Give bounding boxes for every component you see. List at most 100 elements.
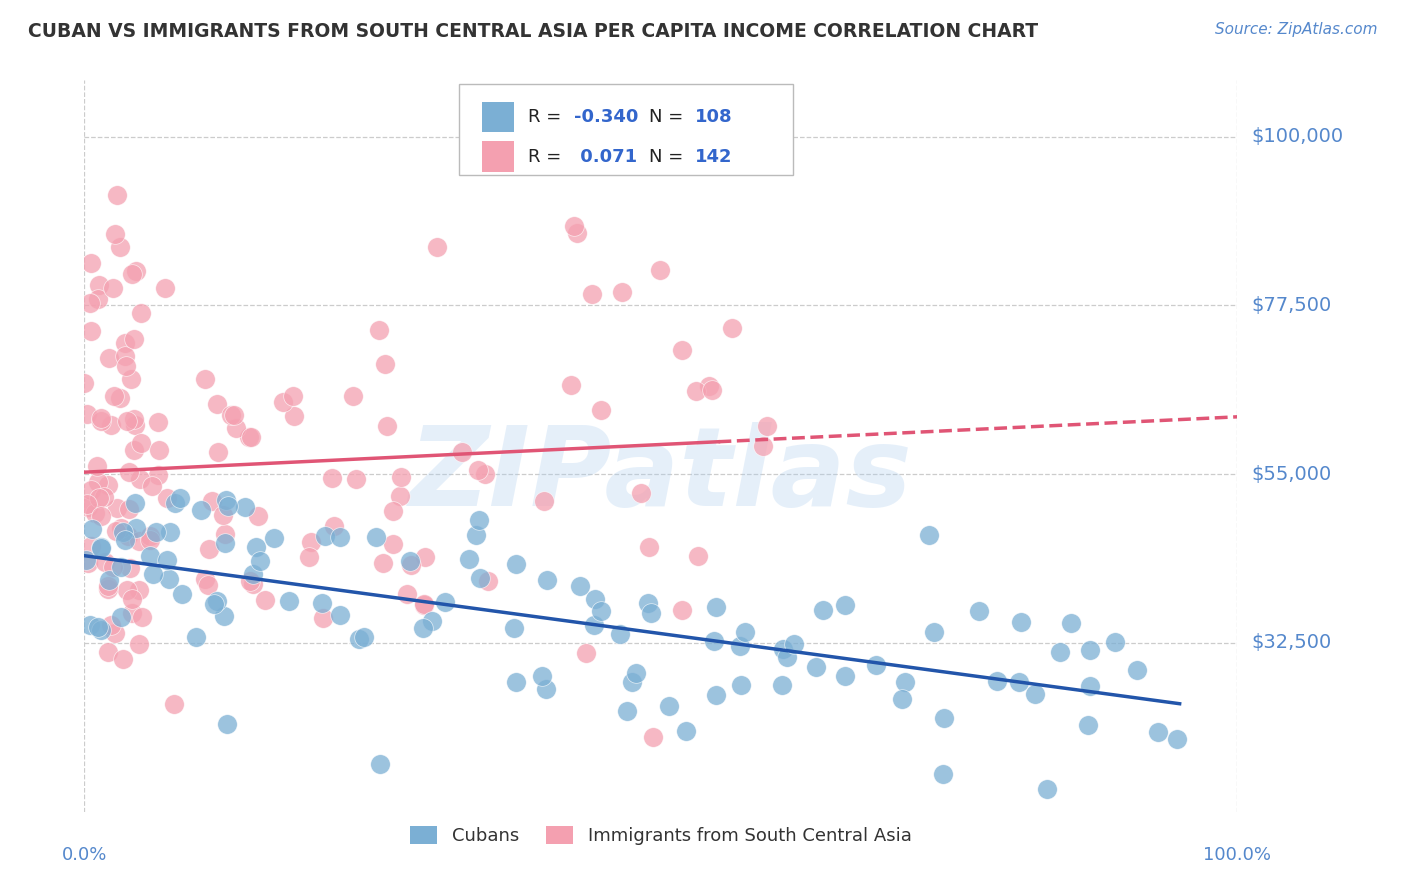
Point [934,711,956,725]
Point [730,678,752,692]
Point [94,556,117,570]
Point [1036,782,1059,797]
Point [105,500,128,515]
Text: 0.0%: 0.0% [62,847,107,864]
Point [128,583,150,598]
Point [323,518,346,533]
Point [124,496,146,510]
Text: 0.071: 0.071 [575,147,637,166]
Point [382,504,405,518]
Point [90,509,112,524]
Point [621,675,644,690]
Point [412,621,434,635]
Point [115,583,138,598]
Point [100,418,122,433]
Point [79,295,101,310]
Point [125,521,148,535]
Point [569,579,592,593]
Point [1078,679,1101,693]
Point [533,494,555,508]
Point [770,678,793,692]
Point [122,412,145,426]
Point [1049,645,1071,659]
Point [697,379,720,393]
Point [367,323,389,337]
Point [969,604,991,618]
Point [87,620,110,634]
Point [891,692,914,706]
Point [105,188,128,202]
FancyBboxPatch shape [482,102,515,132]
Point [281,389,304,403]
Point [312,611,335,625]
Point [721,321,744,335]
Point [90,541,112,556]
Point [194,572,217,586]
Point [80,539,103,553]
Point [536,681,558,696]
Point [465,528,488,542]
Point [111,524,134,539]
Point [225,421,247,435]
Point [184,630,207,644]
Point [626,666,648,681]
Point [73,376,96,391]
Point [575,646,598,660]
Point [97,477,120,491]
Point [89,491,111,506]
Point [108,240,131,254]
Point [314,528,336,542]
Point [197,577,219,591]
Point [222,408,245,422]
Point [349,632,371,646]
Point [139,529,162,543]
Point [373,556,395,570]
Point [412,598,434,612]
Point [311,596,333,610]
Point [118,465,141,479]
Point [434,595,457,609]
Text: ZIPatlas: ZIPatlas [409,422,912,529]
Point [1104,634,1126,648]
Point [253,593,276,607]
Text: $55,000: $55,000 [1251,465,1331,483]
Point [207,445,229,459]
Point [704,688,727,702]
Point [298,549,321,564]
Point [368,757,391,772]
FancyBboxPatch shape [482,141,515,172]
Point [86,292,108,306]
Point [834,599,856,613]
Point [111,652,134,666]
Point [986,673,1008,688]
Point [420,615,443,629]
Point [932,767,955,781]
Point [156,553,179,567]
Point [104,227,127,241]
Point [97,351,120,365]
Point [610,285,633,300]
Point [536,573,558,587]
Point [145,524,167,539]
Point [245,540,267,554]
Point [138,533,160,547]
Point [83,507,105,521]
Point [468,571,491,585]
Point [1010,615,1032,629]
Point [124,417,146,432]
Point [169,491,191,505]
Point [756,419,779,434]
Point [328,607,350,622]
Point [776,649,799,664]
Point [638,540,661,554]
Point [122,332,145,346]
Point [159,524,181,539]
Point [114,336,136,351]
Point [97,645,120,659]
Point [804,660,827,674]
Point [505,675,527,690]
Text: 108: 108 [696,108,733,126]
Point [76,496,98,510]
Point [583,592,606,607]
Point [104,524,127,538]
